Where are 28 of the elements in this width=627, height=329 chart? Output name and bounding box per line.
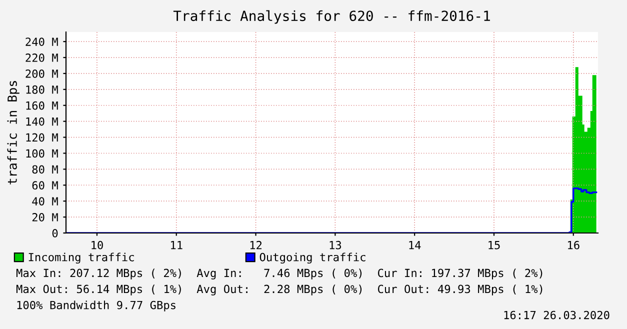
x-tick-label: 12 bbox=[250, 240, 262, 250]
y-tick-label: 140 M bbox=[26, 117, 58, 126]
y-tick-label: 160 M bbox=[26, 101, 58, 110]
x-tick-label: 11 bbox=[171, 241, 182, 250]
x-tick-label: 13 bbox=[330, 240, 342, 250]
x-tick-label: 14 bbox=[409, 241, 421, 250]
y-tick-label: 120 M bbox=[26, 133, 58, 142]
text: 16:17 26.03.2020 bbox=[504, 310, 610, 320]
y-tick-label: 80 M bbox=[32, 165, 58, 174]
y-tick-label: 200 M bbox=[26, 69, 58, 78]
y-tick-label: 40 M bbox=[32, 197, 58, 206]
chart-title: Traffic Analysis for 620 -- ffm-2016-1 bbox=[173, 10, 490, 24]
legend-label: Outgoing traffic bbox=[260, 252, 366, 264]
y-tick-label: 0 bbox=[52, 229, 58, 238]
y-tick-label: 100 M bbox=[26, 149, 58, 158]
text: 100% Bandwidth 9.77 GBps bbox=[17, 300, 176, 312]
y-axis-title: traffic in Bps bbox=[7, 81, 20, 184]
y-tick-label: 220 M bbox=[26, 54, 58, 62]
y-tick-label: 240 M bbox=[26, 38, 58, 46]
y-tick-label: 60 M bbox=[32, 181, 58, 190]
x-tick-label: 15 bbox=[488, 241, 500, 250]
legend-label: Incoming traffic bbox=[28, 252, 134, 264]
y-tick-label: 20 M bbox=[32, 213, 58, 222]
text: Max In: 207.12 MBps ( 2%) Avg In: 7.46 MBps ( 0%) Cur In: 197.37 MBps ( 2%) bbox=[16, 268, 542, 280]
x-tick-label: 16 bbox=[568, 240, 580, 250]
x-tick-label: 10 bbox=[92, 240, 103, 250]
y-tick-label: 180 M bbox=[26, 85, 58, 94]
text: Max Out: 56.14 MBps ( 1%) Avg Out: 2.28 MBps ( 0%) Cur Out: 49.93 MBps ( 1%) bbox=[16, 284, 542, 296]
